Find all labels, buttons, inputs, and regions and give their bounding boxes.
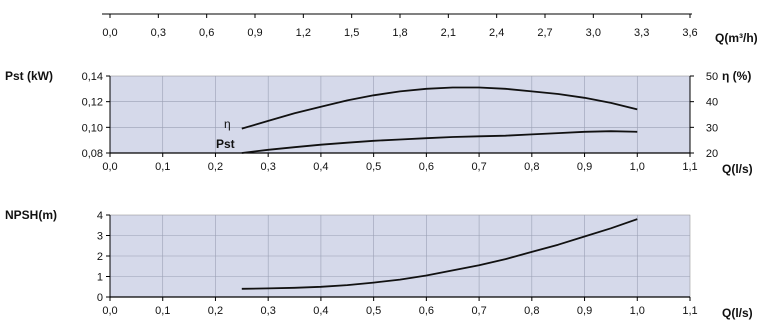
top-x-tick-label: 3,3 [634, 27, 649, 39]
x-tick-label: 0,6 [419, 161, 434, 173]
y-left-tick-label: 0,12 [82, 97, 103, 109]
series-line-eta [241, 86, 638, 130]
x-tick-label: 0,1 [155, 161, 170, 173]
npsh-axis-title: NPSH(m) [5, 208, 57, 222]
x-axis-title: Q(l/s) [722, 162, 753, 176]
x-tick-label: 0,1 [155, 305, 170, 317]
y-left-tick-label: 1 [97, 272, 103, 284]
x-tick-label: 0,4 [313, 161, 328, 173]
top-x-tick-label: 2,1 [441, 27, 456, 39]
x-tick-label: 1,0 [630, 305, 645, 317]
plot-area [109, 75, 691, 154]
x-tick-label: 0,5 [366, 161, 381, 173]
npsh-x-axis-title: Q(l/s) [722, 306, 753, 320]
top-x-tick-label: 3,6 [682, 27, 697, 39]
top-x-tick-label: 0,0 [102, 27, 117, 39]
y-left-tick-label: 0 [97, 292, 103, 304]
y-left-tick-label: 2 [97, 251, 103, 263]
top-x-tick-label: 1,8 [392, 27, 407, 39]
x-tick-label: 0,4 [313, 305, 328, 317]
y-right-tick-label: 30 [706, 122, 718, 134]
x-tick-label: 0,9 [577, 161, 592, 173]
y-left-tick-label: 4 [97, 210, 103, 222]
top-x-tick-label: 0,9 [247, 27, 262, 39]
top-x-tick-label: 0,3 [151, 27, 166, 39]
top-x-tick-label: 2,7 [537, 27, 552, 39]
x-tick-label: 1,1 [682, 305, 697, 317]
top-x-tick-label: 1,2 [296, 27, 311, 39]
x-tick-label: 0,2 [208, 161, 223, 173]
y-left-tick-label: 0,14 [82, 71, 103, 83]
top-x-axis-title: Q(m³/h) [715, 31, 758, 45]
x-tick-label: 1,0 [630, 161, 645, 173]
x-tick-label: 0,0 [102, 161, 117, 173]
x-tick-label: 0,9 [577, 305, 592, 317]
y-left-tick-label: 3 [97, 231, 103, 243]
series-line-pst [241, 130, 638, 154]
x-tick-label: 1,1 [682, 161, 697, 173]
x-tick-label: 0,2 [208, 305, 223, 317]
y-left-axis-title: Pst (kW) [5, 69, 53, 83]
x-tick-label: 0,8 [524, 305, 539, 317]
x-tick-label: 0,6 [419, 305, 434, 317]
y-left-tick-label: 0,10 [82, 122, 103, 134]
y-right-tick-label: 40 [706, 97, 718, 109]
top-x-tick-label: 2,4 [489, 27, 504, 39]
series-line-npsh [241, 218, 638, 290]
x-tick-label: 0,5 [366, 305, 381, 317]
x-tick-label: 0,8 [524, 161, 539, 173]
top-x-tick-label: 0,6 [199, 27, 214, 39]
series-label-pst: Pst [216, 137, 235, 151]
x-tick-label: 0,0 [102, 305, 117, 317]
y-right-axis-title: η (%) [722, 69, 751, 83]
y-left-tick-label: 0,08 [82, 148, 103, 160]
y-right-tick-label: 20 [706, 148, 718, 160]
x-tick-label: 0,3 [261, 305, 276, 317]
x-tick-label: 0,7 [471, 161, 486, 173]
y-right-tick-label: 50 [706, 71, 718, 83]
x-tick-label: 0,3 [261, 161, 276, 173]
series-label-eta: η [224, 117, 231, 131]
top-x-tick-label: 3,0 [586, 27, 601, 39]
x-tick-label: 0,7 [471, 305, 486, 317]
top-x-tick-label: 1,5 [344, 27, 359, 39]
